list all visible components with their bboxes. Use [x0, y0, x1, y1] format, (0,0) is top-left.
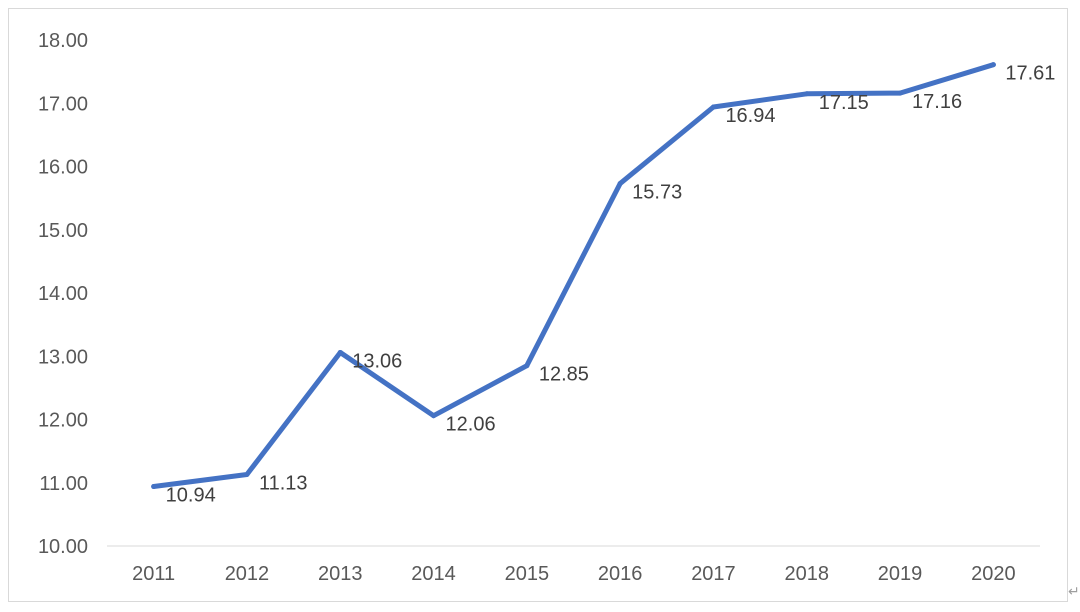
x-tick-label: 2013 [318, 563, 363, 585]
chart-area [8, 8, 1068, 602]
corner-mark: ↵ [1068, 584, 1080, 600]
data-point [244, 472, 250, 478]
data-label: 15.73 [632, 182, 682, 204]
data-point [897, 90, 903, 96]
data-label: 17.16 [912, 91, 962, 113]
data-label: 17.15 [819, 92, 869, 114]
x-tick-label: 2017 [691, 563, 736, 585]
data-label: 11.13 [259, 473, 308, 495]
y-tick-label: 10.00 [38, 536, 88, 558]
data-point [337, 349, 343, 355]
x-tick-label: 2020 [971, 563, 1016, 585]
data-point [524, 363, 530, 369]
y-tick-label: 16.00 [38, 157, 88, 179]
x-tick-label: 2018 [785, 563, 830, 585]
y-tick-label: 13.00 [38, 346, 88, 368]
y-tick-label: 11.00 [39, 473, 88, 495]
data-point [990, 62, 996, 68]
y-tick-label: 15.00 [38, 220, 88, 242]
data-point [431, 413, 437, 419]
data-label: 12.85 [539, 364, 589, 386]
y-tick-label: 18.00 [38, 30, 88, 52]
x-tick-label: 2016 [598, 563, 643, 585]
x-tick-label: 2019 [878, 563, 923, 585]
series-line [151, 62, 996, 489]
data-label: 17.61 [1005, 63, 1055, 85]
data-point [617, 181, 623, 187]
y-tick-label: 12.00 [38, 410, 88, 432]
x-tick-label: 2015 [505, 563, 550, 585]
y-tick-label: 14.00 [38, 283, 88, 305]
data-label: 12.06 [446, 414, 496, 436]
x-tick-label: 2014 [411, 563, 456, 585]
data-point [710, 104, 716, 110]
data-point [804, 91, 810, 97]
y-tick-label: 17.00 [38, 93, 88, 115]
x-tick-label: 2012 [225, 563, 270, 585]
data-label: 13.06 [352, 350, 402, 372]
data-label: 10.94 [166, 485, 216, 507]
x-tick-label: 2011 [132, 563, 175, 585]
data-label: 16.94 [725, 105, 775, 127]
data-point [151, 484, 157, 490]
